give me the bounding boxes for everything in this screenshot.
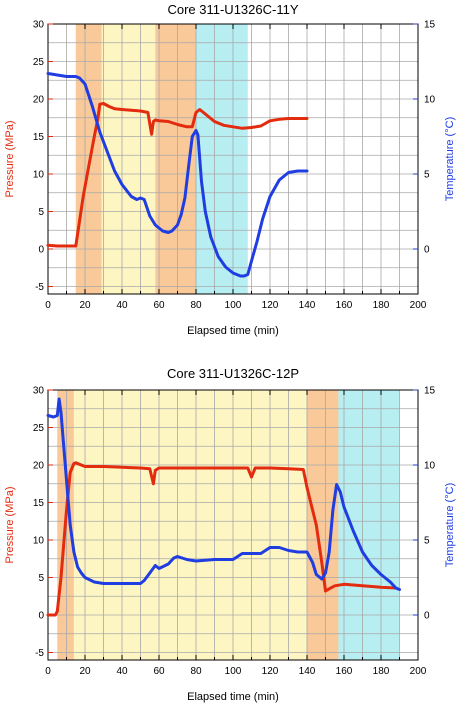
x-tick-label: 120 bbox=[262, 300, 279, 311]
y-left-tick-label: 5 bbox=[38, 573, 44, 584]
y-left-tick-label: 20 bbox=[33, 95, 45, 106]
y-right-tick-label: 10 bbox=[424, 95, 436, 106]
x-tick-label: 160 bbox=[336, 666, 353, 677]
y-left-tick-label: 15 bbox=[33, 498, 45, 509]
y-right-axis-label: Temperature (°C) bbox=[444, 483, 456, 567]
y-left-axis-label: Pressure (MPa) bbox=[4, 486, 16, 563]
y-left-tick-label: 30 bbox=[33, 20, 45, 31]
y-left-tick-label: 10 bbox=[33, 170, 45, 181]
y-left-tick-label: 25 bbox=[33, 57, 45, 68]
y-left-tick-label: -5 bbox=[35, 648, 44, 659]
x-tick-label: 60 bbox=[153, 666, 165, 677]
phase-band bbox=[73, 390, 308, 660]
y-left-tick-label: 30 bbox=[33, 386, 45, 397]
x-tick-label: 60 bbox=[153, 300, 165, 311]
x-tick-label: 80 bbox=[190, 300, 202, 311]
y-right-tick-label: 0 bbox=[424, 611, 430, 622]
x-tick-label: 40 bbox=[116, 666, 128, 677]
x-tick-label: 20 bbox=[79, 300, 91, 311]
x-tick-label: 140 bbox=[299, 300, 316, 311]
y-left-tick-label: 25 bbox=[33, 423, 45, 434]
x-tick-label: 100 bbox=[225, 300, 242, 311]
y-left-tick-label: -5 bbox=[35, 282, 44, 293]
chart-title: Core 311-U1326C-11Y bbox=[167, 2, 298, 17]
chart-title: Core 311-U1326C-12P bbox=[167, 366, 299, 381]
x-tick-label: 200 bbox=[410, 666, 427, 677]
y-right-tick-label: 5 bbox=[424, 536, 430, 547]
x-tick-label: 80 bbox=[190, 666, 202, 677]
y-left-tick-label: 0 bbox=[38, 245, 44, 256]
y-right-tick-label: 5 bbox=[424, 170, 430, 181]
x-tick-label: 0 bbox=[45, 666, 51, 677]
phase-band bbox=[196, 24, 248, 294]
x-tick-label: 180 bbox=[373, 666, 390, 677]
phase-band bbox=[338, 390, 400, 660]
y-left-tick-label: 5 bbox=[38, 207, 44, 218]
x-tick-label: 200 bbox=[410, 300, 427, 311]
x-axis-label: Elapsed time (min) bbox=[187, 325, 279, 337]
y-left-tick-label: 15 bbox=[33, 132, 45, 143]
y-right-tick-label: 10 bbox=[424, 461, 436, 472]
y-left-tick-label: 0 bbox=[38, 611, 44, 622]
x-tick-label: 0 bbox=[45, 300, 51, 311]
y-right-tick-label: 15 bbox=[424, 20, 436, 31]
x-tick-label: 40 bbox=[116, 300, 128, 311]
y-right-tick-label: 15 bbox=[424, 386, 436, 397]
y-right-axis-label: Temperature (°C) bbox=[444, 117, 456, 201]
x-tick-label: 100 bbox=[225, 666, 242, 677]
x-tick-label: 120 bbox=[262, 666, 279, 677]
x-tick-label: 20 bbox=[79, 666, 91, 677]
y-left-axis-label: Pressure (MPa) bbox=[4, 120, 16, 197]
pressure-series-line bbox=[46, 102, 309, 248]
x-tick-label: 180 bbox=[373, 300, 390, 311]
x-tick-label: 160 bbox=[336, 300, 353, 311]
y-left-tick-label: 20 bbox=[33, 461, 45, 472]
x-axis-label: Elapsed time (min) bbox=[187, 691, 279, 703]
x-tick-label: 140 bbox=[299, 666, 316, 677]
phase-band bbox=[307, 390, 339, 660]
pressure-series-line bbox=[46, 461, 398, 617]
temperature-series-line bbox=[46, 397, 401, 591]
temperature-series-line bbox=[46, 72, 309, 278]
y-right-tick-label: 0 bbox=[424, 245, 430, 256]
y-left-tick-label: 10 bbox=[33, 536, 45, 547]
